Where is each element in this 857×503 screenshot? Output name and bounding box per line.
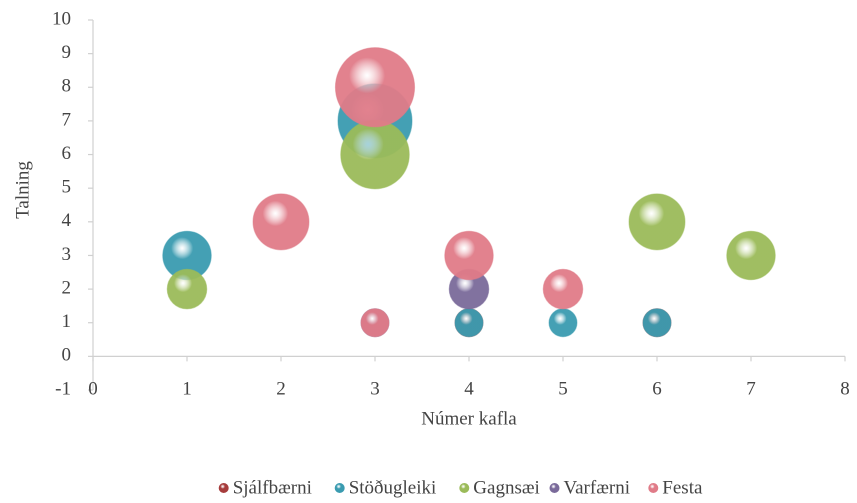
legend-label: Festa [662,477,703,498]
y-tick-label: 8 [62,76,72,97]
legend-label: Sjálfbærni [233,477,312,498]
legend-marker [218,483,229,493]
x-axis-title: Númer kafla [421,408,517,429]
y-tick-label: 6 [62,143,72,164]
y-tick-label: 4 [62,210,72,231]
legend-label: Varfærni [564,477,630,498]
bubble [360,308,390,338]
bubble [548,308,578,338]
y-tick-label: 3 [62,244,72,265]
bubble [334,47,416,128]
y-tick-label: -1 [55,378,71,399]
bubble [628,193,686,251]
x-tick-label: 5 [558,378,568,399]
legend-marker [648,483,659,493]
y-tick-label: 5 [62,177,72,198]
x-tick-label: 8 [840,378,850,399]
bubble [340,119,410,190]
bubble [444,230,494,281]
x-tick-label: 3 [370,378,380,399]
y-tick-label: 1 [62,311,72,332]
legend-marker [334,483,345,493]
bubble [252,193,310,251]
legend-label: Gagnsæi [473,477,540,498]
x-tick-label: 0 [88,378,98,399]
y-tick-label: 9 [62,42,72,63]
bubble [166,268,208,310]
bubble [542,268,584,310]
y-tick-label: 10 [52,8,71,29]
x-tick-label: 4 [464,378,474,399]
legend-label: Stöðugleiki [349,477,437,498]
x-tick-label: 2 [276,378,286,399]
legend-marker [549,483,560,493]
legend-marker [459,483,470,493]
x-tick-label: 6 [652,378,662,399]
x-tick-label: 1 [182,378,192,399]
y-tick-label: 0 [62,345,72,366]
y-axis-title: Talning [12,161,33,219]
y-tick-label: 7 [62,109,72,130]
bubble [726,230,776,281]
x-tick-label: 7 [746,378,756,399]
y-tick-label: 2 [62,277,72,298]
bubble [454,308,484,338]
bubble [642,308,672,338]
